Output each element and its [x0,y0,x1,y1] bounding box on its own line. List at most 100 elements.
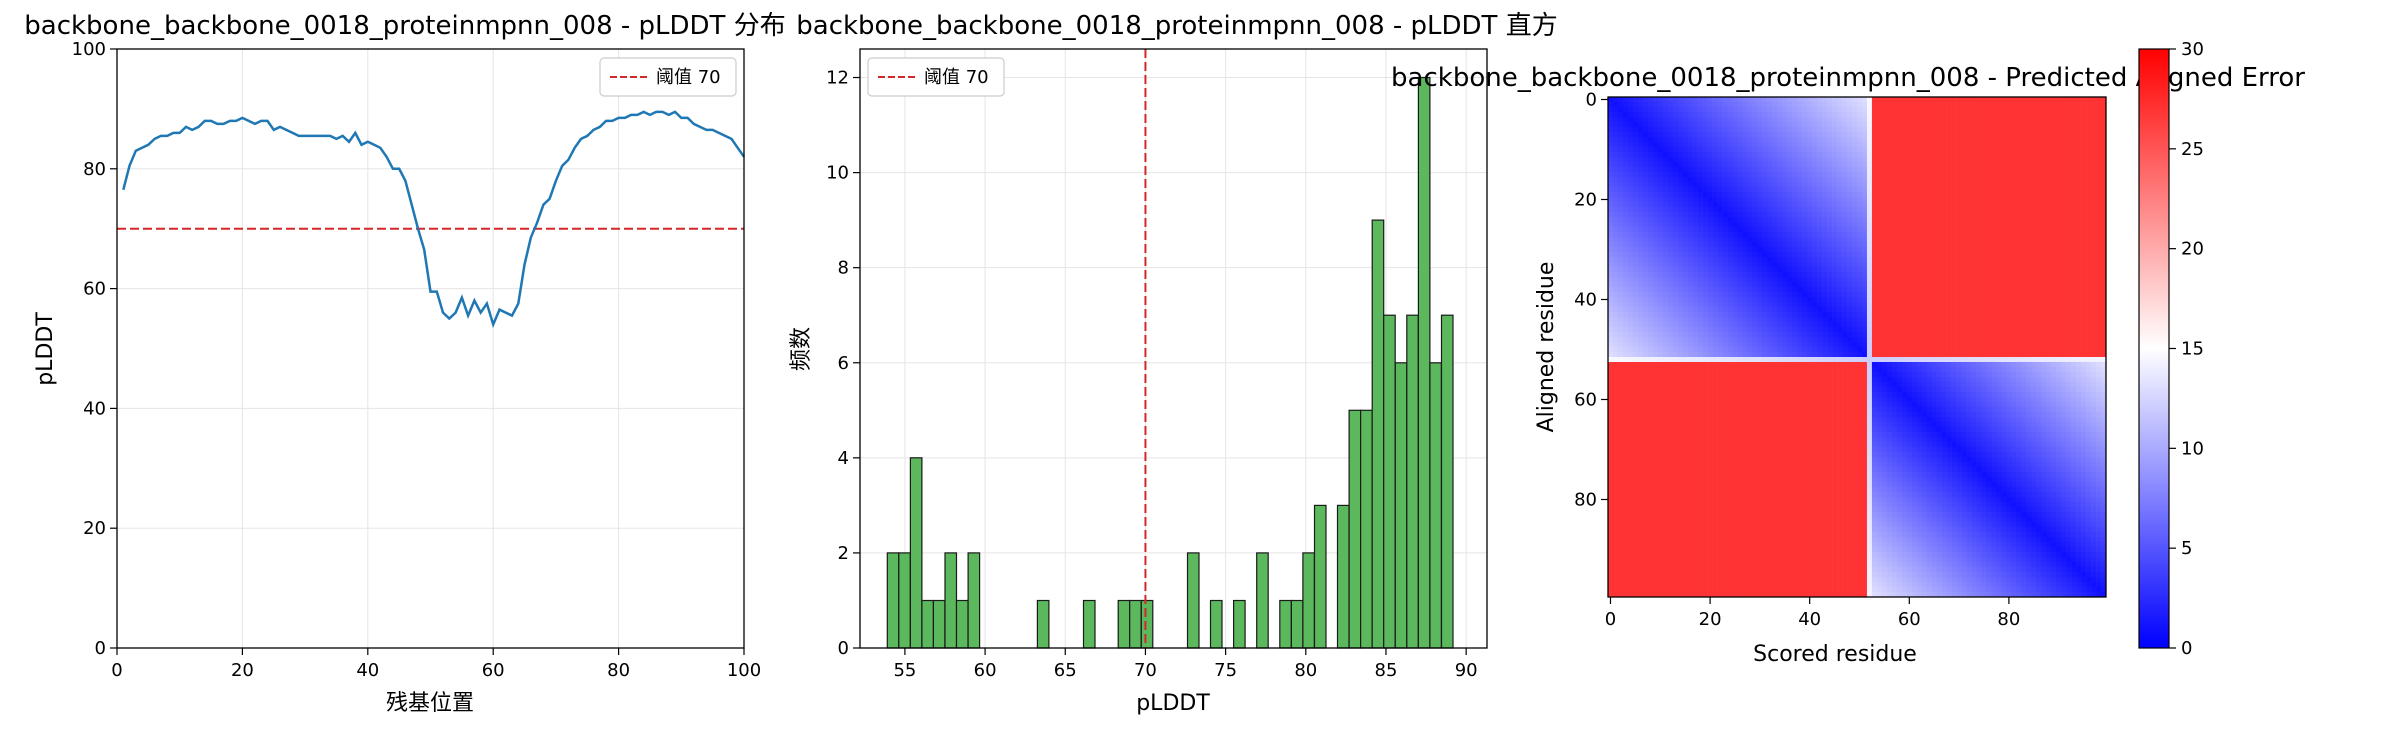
heatmap-cell [1608,242,1614,248]
heatmap-cell [1951,182,1957,188]
heatmap-cell [1817,167,1823,173]
heatmap-cell [1622,307,1629,313]
heatmap-cell [1931,237,1937,243]
heatmap-cell [1707,162,1713,168]
heatmap-cell [1787,297,1793,303]
heatmap-cell [1837,147,1843,153]
heatmap-cell [1642,317,1649,323]
heatmap-cell [1697,322,1703,328]
heatmap-cell [1782,217,1788,223]
histogram-bar [1186,552,1200,649]
hist-y-tick-label: 6 [838,353,849,374]
heatmap-cell [1612,272,1619,278]
heatmap-cell [2076,262,2082,268]
heatmap-cell [1777,332,1783,338]
heatmap-cell [1951,177,1957,183]
heatmap-cell [1617,167,1624,173]
heatmap-cell [1996,227,2002,233]
heatmap-cell [1991,107,1997,113]
heatmap-cell [1637,262,1644,268]
heatmap-cell [1981,267,1987,273]
heatmap-cell [2026,287,2032,293]
heatmap-cell [1752,332,1758,338]
heatmap-cell [1961,127,1967,133]
heatmap-cell [2011,172,2017,178]
heatmap-cell [1647,117,1654,123]
heatmap-cell [1941,177,1947,183]
heatmap-cell [1857,297,1863,303]
heatmap-cell [1822,332,1828,338]
heatmap-cell [1946,297,1952,303]
heatmap-cell [1617,137,1624,143]
heatmap-cell [1612,242,1619,248]
heatmap-cell [1956,267,1962,273]
heatmap-cell [1961,252,1967,258]
heatmap-cell [2051,147,2057,153]
heatmap-cell [1632,242,1639,248]
heatmap-cell [2031,312,2037,318]
heatmap-cell [1941,217,1947,223]
heatmap-cell [1886,272,1893,278]
heatmap-cell [1687,162,1693,168]
heatmap-cell [2101,327,2107,333]
heatmap-cell [1901,192,1908,198]
heatmap-cell [1966,147,1972,153]
heatmap-cell [2061,307,2067,313]
heatmap-cell [1647,112,1654,118]
heatmap-cell [2046,232,2052,238]
heatmap-cell [1921,102,1928,108]
heatmap-cell [1837,287,1843,293]
heatmap-cell [1881,192,1888,198]
heatmap-cell [1707,282,1713,288]
heatmap-cell [2091,162,2097,168]
heatmap-cell [1782,312,1788,318]
heatmap-cell [1956,167,1962,173]
heatmap-cell [2091,97,2097,103]
heatmap-cell [2071,322,2077,328]
heatmap-cell [2081,317,2087,323]
heatmap-cell [1637,167,1644,173]
heatmap-cell [2101,117,2107,123]
heatmap-cell [1727,197,1733,203]
heatmap-cell [1832,272,1838,278]
heatmap-cell [2051,282,2057,288]
heatmap-cell [1861,142,1868,148]
heatmap-cell [1717,247,1723,253]
heatmap-cell [1827,217,1833,223]
heatmap-cell [1717,237,1723,243]
heatmap-cell [2081,202,2087,208]
heatmap-cell [1647,237,1654,243]
heatmap-cell [1812,167,1818,173]
heatmap-cell [1817,337,1823,343]
heatmap-cell [1936,252,1942,258]
heatmap-cell [2021,102,2027,108]
heatmap-cell [1677,262,1683,268]
heatmap-cell [1812,252,1818,258]
heatmap-cell [1617,147,1624,153]
heatmap-cell [2006,202,2012,208]
heatmap-cell [1617,337,1624,343]
heatmap-cell [2101,167,2107,173]
heatmap-cell [1931,252,1937,258]
heatmap-cell [1687,182,1693,188]
heatmap-cell [1757,337,1763,343]
heatmap-cell [1996,252,2002,258]
heatmap-cell [1608,187,1614,193]
heatmap-cell [1642,152,1649,158]
heatmap-cell [1712,207,1718,213]
heatmap-cell [1822,182,1828,188]
heatmap-cell [1802,227,1808,233]
heatmap-cell [1941,117,1947,123]
heatmap-cell [1936,262,1942,268]
heatmap-cell [1787,182,1793,188]
heatmap-cell [2041,252,2047,258]
heatmap-cell [1757,142,1763,148]
heatmap-cell [2096,272,2102,278]
heatmap-cell [2061,192,2067,198]
heatmap-cell [2066,247,2072,253]
heatmap-cell [1991,112,1997,118]
heatmap-cell [1941,287,1947,293]
heatmap-cell [1976,222,1982,228]
heatmap-cell [1757,117,1763,123]
heatmap-cell [1767,307,1773,313]
